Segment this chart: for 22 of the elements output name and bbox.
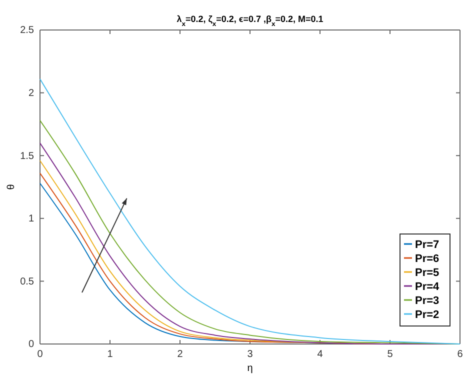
- legend-label: Pr=7: [415, 239, 440, 251]
- legend-label: Pr=3: [415, 295, 440, 307]
- x-axis-title: η: [247, 363, 253, 374]
- chart-title: λ$_{x}$=0.2, ζ$_{x}$=0.2, ϵ=0.7 ,β$_{x}$=0.2, M=0.1: [176, 14, 324, 28]
- x-tick-label: 5: [387, 349, 394, 360]
- x-tick-label: 6: [457, 349, 464, 360]
- x-tick-label: 2: [177, 349, 184, 360]
- y-tick-label: 2: [28, 88, 34, 99]
- legend-label: Pr=4: [415, 281, 440, 293]
- y-axis-title: θ: [6, 184, 17, 190]
- y-tick-label: 1: [28, 214, 34, 225]
- legend-label: Pr=5: [415, 267, 440, 279]
- legend-label: Pr=2: [415, 309, 440, 321]
- x-tick-label: 3: [247, 349, 254, 360]
- y-tick-label: 1.5: [20, 150, 34, 162]
- y-tick-label: 0: [28, 339, 34, 350]
- y-tick-label: 0.5: [20, 276, 34, 288]
- y-tick-label: 2.5: [20, 25, 34, 36]
- legend-label: Pr=6: [415, 253, 440, 265]
- x-tick-label: 0: [37, 349, 44, 360]
- x-tick-label: 4: [317, 349, 324, 360]
- x-tick-label: 1: [107, 349, 114, 360]
